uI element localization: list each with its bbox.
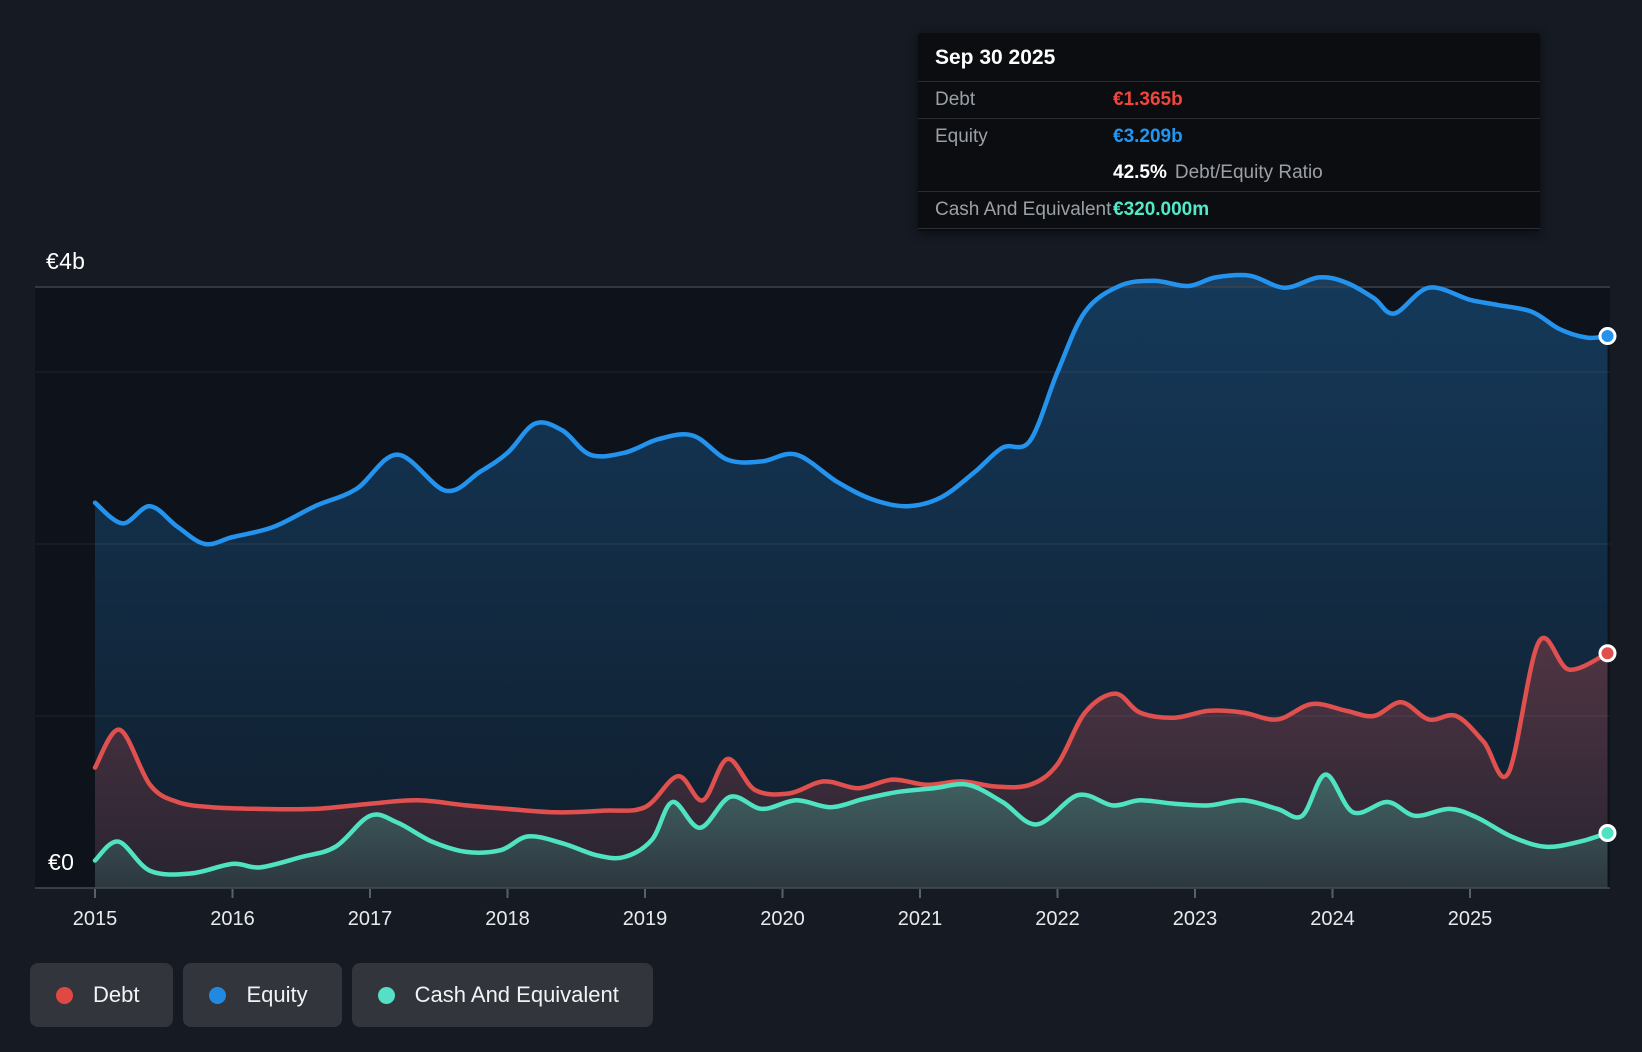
debt-endpoint-dot[interactable] — [1598, 644, 1617, 663]
chart-legend: Debt Equity Cash And Equivalent — [30, 963, 653, 1027]
x-axis-year-label: 2022 — [1035, 908, 1080, 930]
legend-debt-label: Debt — [93, 982, 140, 1007]
debt-series-dot-icon — [56, 986, 73, 1004]
tooltip-date: Sep 30 2025 — [918, 33, 1540, 82]
tooltip-equity-label: Equity — [935, 126, 988, 147]
y-axis-zero-label: €0 — [48, 849, 75, 875]
equity-line — [92, 272, 1610, 547]
tooltip-row-cash: Cash And Equivalent €320.000m — [918, 192, 1540, 229]
x-axis-year-label: 2025 — [1447, 908, 1493, 930]
tooltip-equity-value: €3.209b — [1113, 126, 1183, 147]
x-axis-year-label: 2017 — [347, 908, 393, 930]
x-axis-year-label: 2023 — [1172, 908, 1218, 930]
equity-endpoint-dot[interactable] — [1598, 327, 1617, 346]
debt-line — [92, 636, 1610, 815]
legend-button-debt[interactable]: Debt — [30, 963, 174, 1027]
x-axis-year-label: 2019 — [622, 908, 668, 930]
legend-button-equity[interactable]: Equity — [183, 963, 342, 1027]
x-axis-year-label: 2020 — [760, 908, 805, 930]
tooltip-cash-value: €320.000m — [1113, 199, 1210, 220]
tooltip-debt-value: €1.365b — [1113, 89, 1183, 110]
legend-equity-label: Equity — [246, 982, 308, 1007]
equity-series-dot-icon — [209, 986, 227, 1004]
x-axis-year-label: 2016 — [210, 908, 255, 930]
x-axis-year-label: 2024 — [1310, 908, 1355, 930]
tooltip-ratio-label: Debt/Equity Ratio — [1174, 162, 1323, 183]
legend-cash-label: Cash And Equivalent — [414, 982, 619, 1007]
tooltip-cash-label: Cash And Equivalent — [935, 199, 1112, 220]
tooltip-row-debt: Debt €1.365b — [918, 82, 1540, 119]
x-axis-year-label: 2018 — [485, 908, 530, 930]
tooltip-row-ratio: 42.5% Debt/Equity Ratio — [918, 155, 1540, 192]
cash-series-dot-icon — [377, 986, 395, 1004]
x-axis-year-label: 2015 — [72, 908, 118, 930]
cash-and-equivalent-line — [92, 772, 1610, 877]
x-axis-year-label: 2021 — [897, 908, 943, 930]
tooltip-debt-label: Debt — [935, 89, 976, 110]
legend-button-cash[interactable]: Cash And Equivalent — [351, 963, 653, 1027]
tooltip-row-equity: Equity €3.209b — [918, 119, 1540, 155]
y-axis-max-label: €4b — [46, 248, 86, 274]
chart-tooltip: Sep 30 2025 Debt €1.365b Equity €3.209b … — [918, 33, 1540, 231]
tooltip-ratio-value: 42.5% — [1113, 162, 1167, 183]
cash-and-equivalent-endpoint-dot[interactable] — [1598, 823, 1617, 842]
